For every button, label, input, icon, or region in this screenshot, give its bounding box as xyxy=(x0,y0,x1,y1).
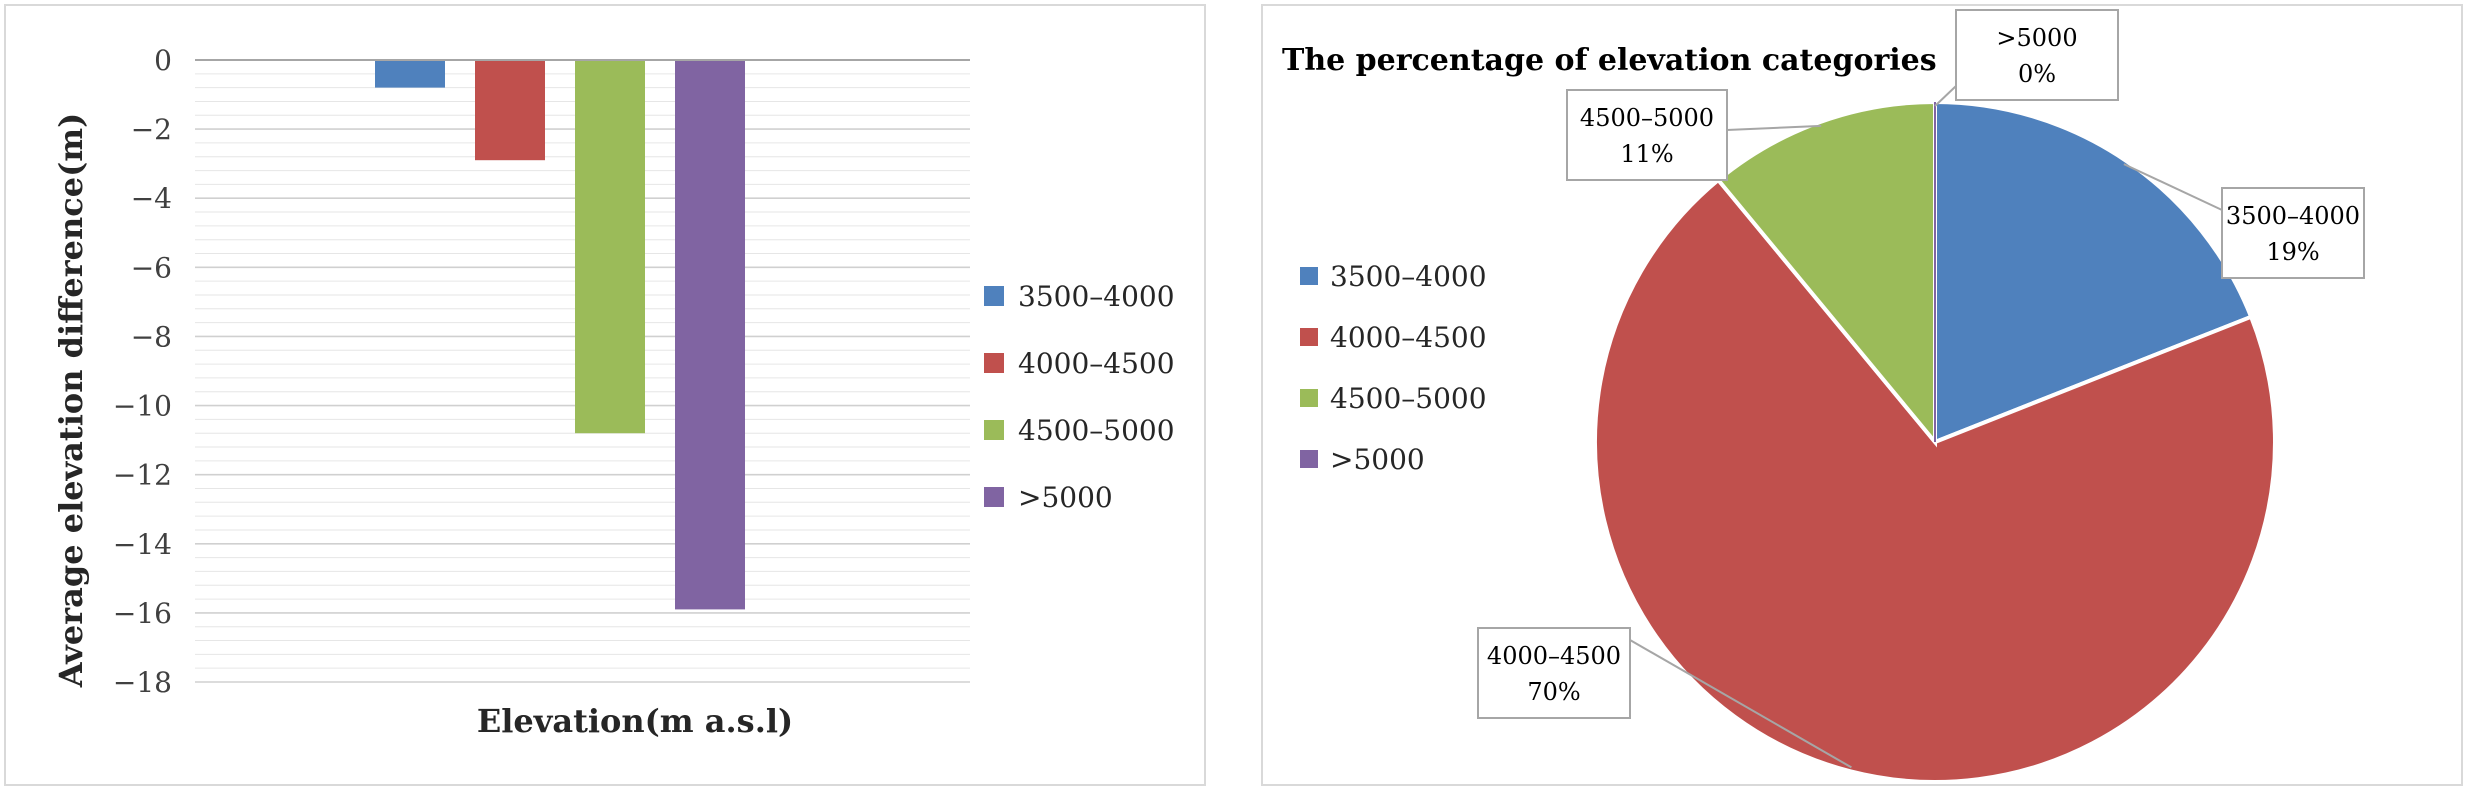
pie-data-label-box xyxy=(1955,9,2119,101)
pie-data-label-box xyxy=(1566,89,1728,181)
pie-data-label-category: >5000 xyxy=(1996,24,2077,52)
bar-legend-label: 4500–5000 xyxy=(1018,414,1175,447)
pie-legend-label: 4500–5000 xyxy=(1330,382,1487,415)
bar-legend-label: >5000 xyxy=(1018,481,1113,514)
bar-chart-y-tick-label: −16 xyxy=(113,597,172,630)
bar-legend-label: 3500–4000 xyxy=(1018,280,1175,313)
bar-legend-swatch xyxy=(984,420,1004,440)
pie-chart-title: The percentage of elevation categories xyxy=(1282,43,1937,78)
pie-leader-line xyxy=(1629,639,1852,769)
pie-leader-line xyxy=(1934,85,1957,107)
bar-chart-y-tick-labels: 0 −2 −4 −6 −8 −10 −12 −14 −16 −18 xyxy=(113,44,172,699)
pie-legend-swatch xyxy=(1300,328,1318,346)
bar-chart-y-tick-label: −12 xyxy=(113,459,172,492)
pie-data-label-percent: 11% xyxy=(1620,140,1673,168)
bar-chart-y-axis-label: Average elevation difference(m) xyxy=(52,113,90,688)
bar-legend-swatch xyxy=(984,286,1004,306)
bar-chart-y-tick-label: −18 xyxy=(113,666,172,699)
pie-legend-swatch xyxy=(1300,267,1318,285)
pie-data-label-category: 4000–4500 xyxy=(1487,642,1621,670)
pie-chart-slices xyxy=(1593,99,2277,784)
bar-chart-y-tick-label: −10 xyxy=(113,390,172,423)
pie-chart-data-labels: 3500–4000 19% 4000–4500 70% 4500–5000 11% >500… xyxy=(1477,9,2365,719)
bar-chart-panel: 0 −2 −4 −6 −8 −10 −12 −14 −16 −18 Average elevati… xyxy=(4,4,1206,786)
bar-legend-swatch xyxy=(984,353,1004,373)
pie-chart-panel: The percentage of elevation categories 3… xyxy=(1261,4,2463,786)
bar-chart-y-tick-label: −4 xyxy=(131,182,172,215)
pie-slice-3 xyxy=(1715,99,1937,448)
bar-chart-y-tick-label: −6 xyxy=(131,251,172,284)
bar-chart-bars xyxy=(375,60,745,610)
pie-data-label-category: 4500–5000 xyxy=(1580,104,1714,132)
pie-data-label-percent: 70% xyxy=(1527,678,1580,706)
pie-legend-label: 3500–4000 xyxy=(1330,260,1487,293)
pie-leader-line xyxy=(2123,163,2223,211)
pie-chart-legend: 3500–4000 4000–4500 4500–5000 >5000 xyxy=(1300,260,1487,476)
pie-data-label-percent: 0% xyxy=(2018,60,2056,88)
pie-leader-line xyxy=(1726,124,1822,131)
pie-data-label-percent: 19% xyxy=(2266,238,2319,266)
pie-data-label-box xyxy=(1477,627,1631,719)
bar-chart-y-tick-label: −2 xyxy=(131,113,172,146)
bar-legend-swatch xyxy=(984,487,1004,507)
bar-1 xyxy=(375,60,445,88)
bar-chart-legend: 3500–4000 4000–4500 4500–5000 >5000 xyxy=(984,280,1175,514)
bar-chart-y-tick-label: −14 xyxy=(113,528,172,561)
bar-chart-x-axis-label: Elevation(m a.s.l) xyxy=(477,702,793,740)
pie-legend-label: 4000–4500 xyxy=(1330,321,1487,354)
bar-2 xyxy=(475,60,545,161)
bar-chart-y-tick-label: 0 xyxy=(154,44,172,77)
pie-slice-2 xyxy=(1593,177,2277,784)
bar-legend-label: 4000–4500 xyxy=(1018,347,1175,380)
pie-legend-label: >5000 xyxy=(1330,443,1425,476)
pie-legend-swatch xyxy=(1300,450,1318,468)
bar-3 xyxy=(575,60,645,434)
pie-chart-leader-lines xyxy=(1629,85,2223,769)
bar-chart-y-tick-label: −8 xyxy=(131,320,172,353)
pie-data-label-box xyxy=(2221,187,2365,279)
bar-4 xyxy=(675,60,745,610)
pie-legend-swatch xyxy=(1300,389,1318,407)
pie-data-label-category: 3500–4000 xyxy=(2226,202,2360,230)
